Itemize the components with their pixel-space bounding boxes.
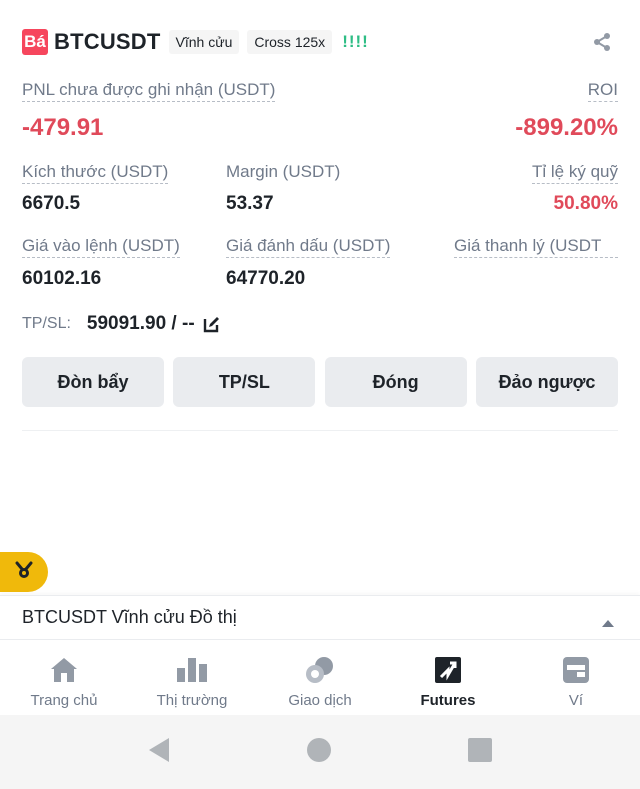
trade-icon [305,654,335,686]
position-header: Bá BTCUSDT Vĩnh cửu Cross 125x !!!! [22,24,618,60]
risk-indicator: !!!! [342,32,369,51]
divider [22,430,618,431]
nav-home[interactable]: Trang chủ [0,640,128,715]
nav-futures-label: Futures [420,692,476,709]
reward-float-button[interactable] [0,552,48,592]
home-circle-icon[interactable] [306,737,332,768]
margin-ratio-label[interactable]: Tỉ lệ ký quỹ [532,162,618,184]
bottom-nav: Trang chủ Thị trường Giao dịch Futures V… [0,639,640,715]
medal-icon [14,560,34,585]
close-position-button[interactable]: Đóng [324,357,467,407]
nav-home-label: Trang chủ [30,692,98,709]
liquidation-price-label[interactable]: Giá thanh lý (USDT [454,236,618,258]
system-nav-bar [0,715,640,789]
margin-mode-tag: Cross 125x [247,30,333,54]
edit-icon[interactable] [203,315,221,333]
bar-chart-icon [177,654,207,686]
roi-label[interactable]: ROI [587,80,618,102]
nav-trade[interactable]: Giao dịch [256,640,384,715]
symbol-name[interactable]: BTCUSDT [54,29,161,54]
size-value: 6670.5 [22,193,81,214]
position-actions: Đòn bẩy TP/SL Đóng Đảo ngược [22,357,618,407]
tpsl-button[interactable]: TP/SL [173,357,316,407]
contract-type-tag: Vĩnh cửu [168,30,240,54]
margin-value: 53.37 [226,193,274,214]
nav-futures[interactable]: Futures [384,640,512,715]
nav-wallet-label: Ví [568,692,584,709]
reverse-position-button[interactable]: Đảo ngược [475,357,618,407]
entry-price-label[interactable]: Giá vào lệnh (USDT) [22,236,180,258]
side-badge: Bá [22,29,48,55]
nav-trade-label: Giao dịch [288,692,352,709]
size-label[interactable]: Kích thước (USDT) [22,162,169,184]
home-icon [50,654,78,686]
chart-title: BTCUSDT Vĩnh cửu Đồ thị [22,607,237,627]
pnl-value: -479.91 [22,114,104,141]
futures-icon [435,654,461,686]
caret-up-icon[interactable] [602,614,614,632]
tpsl-label: TP/SL: [22,315,71,332]
entry-price-value: 60102.16 [22,268,102,289]
share-icon[interactable] [592,32,612,57]
margin-label: Margin (USDT) [226,162,341,181]
wallet-icon [563,654,589,686]
roi-value: -899.20% [515,114,618,141]
nav-markets-label: Thị trường [156,692,228,709]
mark-price-value: 64770.20 [226,268,306,289]
margin-ratio-value: 50.80% [553,193,618,214]
recents-icon[interactable] [467,737,493,768]
chart-toggle-bar[interactable]: BTCUSDT Vĩnh cửu Đồ thị [0,595,640,639]
mark-price-label[interactable]: Giá đánh dấu (USDT) [226,236,391,258]
nav-markets[interactable]: Thị trường [128,640,256,715]
tpsl-value: 59091.90 / -- [86,313,195,334]
back-icon[interactable] [147,737,171,768]
nav-wallet[interactable]: Ví [512,640,640,715]
leverage-button[interactable]: Đòn bẩy [22,357,164,407]
pnl-label[interactable]: PNL chưa được ghi nhận (USDT) [22,80,276,102]
tpsl-row: TP/SL: 59091.90 / -- [22,313,221,335]
